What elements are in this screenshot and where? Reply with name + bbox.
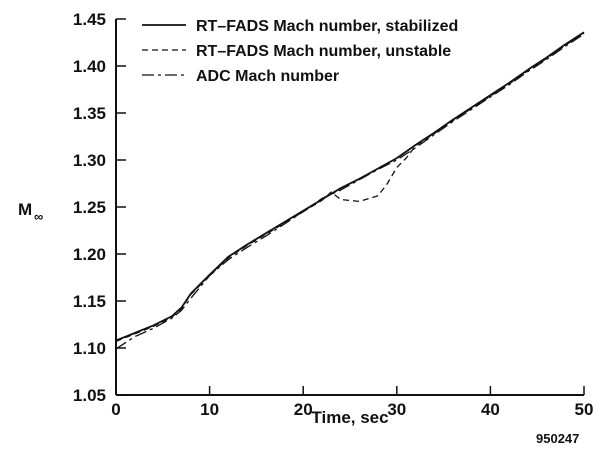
figure-id: 950247 xyxy=(536,431,579,446)
x-tick-label: 10 xyxy=(200,400,219,419)
x-tick-label: 40 xyxy=(481,400,500,419)
x-axis-title: Time, sec xyxy=(311,408,388,427)
series-group xyxy=(115,31,585,350)
y-axis-title: M xyxy=(18,200,32,219)
y-tick-group: 1.05 1.10 1.15 1.20 1.25 1.30 1.35 1.40 1.45 xyxy=(73,10,126,405)
y-tick-label: 1.15 xyxy=(73,292,106,311)
x-tick-label: 0 xyxy=(111,400,120,419)
y-tick-label: 1.20 xyxy=(73,245,106,264)
y-tick-label: 1.35 xyxy=(73,104,106,123)
legend-label-stabilized: RT–FADS Mach number, stabilized xyxy=(196,18,458,35)
y-tick-label: 1.40 xyxy=(73,57,106,76)
x-tick-label: 30 xyxy=(387,400,406,419)
y-tick-label: 1.45 xyxy=(73,10,106,29)
series-line-adc xyxy=(115,33,585,350)
x-tick-group: 0 10 20 30 40 50 xyxy=(111,386,593,419)
legend-label-unstable: RT–FADS Mach number, unstable xyxy=(196,43,451,60)
x-tick-label: 20 xyxy=(294,400,313,419)
legend-label-adc: ADC Mach number xyxy=(196,68,339,85)
series-line-unstable xyxy=(115,32,585,343)
y-tick-label: 1.05 xyxy=(73,386,106,405)
y-tick-label: 1.25 xyxy=(73,198,106,217)
x-tick-label: 50 xyxy=(575,400,594,419)
legend: RT–FADS Mach number, stabilized RT–FADS … xyxy=(142,18,458,85)
y-tick-label: 1.30 xyxy=(73,151,106,170)
y-axis-title-subscript: ∞ xyxy=(34,209,43,224)
y-tick-label: 1.10 xyxy=(73,339,106,358)
